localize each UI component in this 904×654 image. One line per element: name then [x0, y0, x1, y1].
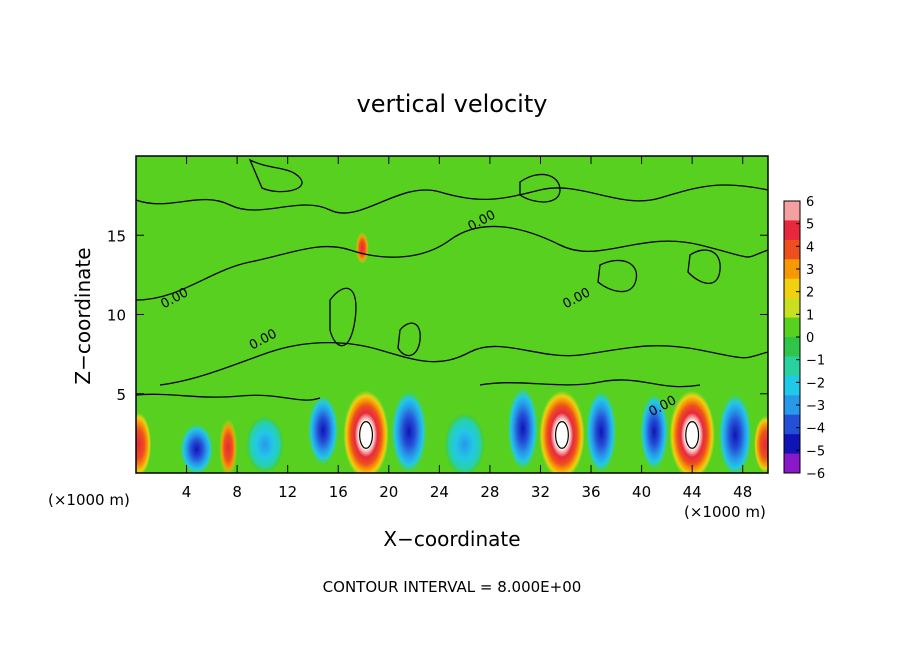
x-tick-label: 12 [278, 483, 297, 501]
colorbar-swatch [784, 201, 800, 221]
updraft-core-contour [685, 421, 700, 449]
y-tick-label: 15 [107, 227, 126, 245]
x-tick-label: 32 [531, 483, 550, 501]
colorbar-label: −1 [806, 354, 825, 369]
weak-down-cell [245, 415, 284, 473]
x-tick-label: 4 [182, 483, 192, 501]
x-tick-label: 48 [733, 483, 752, 501]
updraft-edge-cell [754, 415, 768, 473]
colorbar-swatch [784, 375, 800, 396]
colorbar-label: 1 [806, 308, 814, 323]
x-tick-label: 44 [683, 483, 702, 501]
downdraft-cell [180, 423, 214, 473]
contour-line [329, 287, 357, 347]
colorbar-label: 3 [806, 263, 814, 278]
contour-line [159, 341, 768, 386]
x-tick-label: 20 [379, 483, 398, 501]
updraft-small-cell [355, 232, 369, 264]
downdraft-cell [718, 393, 752, 473]
colorbar-label: 2 [806, 286, 814, 301]
zero-contours [136, 158, 768, 401]
colorbar-swatch [784, 298, 800, 319]
x-tick-label: 24 [430, 483, 449, 501]
colorbar-label: −6 [806, 467, 825, 482]
contour-line [136, 225, 768, 301]
downdraft-cell [585, 390, 617, 473]
y-axis-ticks: 5 10 15 [107, 227, 768, 404]
colorbar-swatch [784, 259, 800, 280]
contour-line [248, 158, 303, 193]
y-axis-label: Z−coordinate [71, 247, 95, 384]
x-tick-label: 16 [329, 483, 348, 501]
updraft-cell [669, 390, 715, 473]
contour-line [687, 249, 721, 285]
downdraft-cell [507, 387, 538, 470]
contour-interval-footer: CONTOUR INTERVAL = 8.000E+00 [323, 578, 582, 596]
x-unit-right: (×1000 m) [684, 503, 766, 521]
colorbar-swatch [784, 337, 800, 357]
colorbar-label: −5 [806, 444, 825, 459]
updraft-edge-cell [136, 412, 152, 473]
colorbar-swatch [784, 395, 800, 416]
contour-line [479, 379, 701, 388]
updraft-core-contour [554, 421, 569, 449]
updraft-small-cell [219, 419, 238, 473]
chart-title: vertical velocity [357, 90, 548, 118]
contour-line [397, 322, 421, 357]
contour-line [519, 173, 561, 203]
colorbar-swatch [784, 434, 800, 455]
colorbar-label: 0 [806, 331, 814, 346]
plot-area: 0.000.000.000.000.00 4 8 12 16 20 24 28 32 36 40 4… [107, 155, 769, 501]
colorbar-label: −3 [806, 399, 825, 414]
y-tick-label: 10 [107, 307, 126, 325]
weak-down-cell [444, 412, 485, 473]
colorbar-swatch [784, 356, 800, 377]
colorbar-label: 5 [806, 218, 814, 233]
colorbar-swatch [784, 317, 800, 338]
colorbar-label: −4 [806, 422, 825, 437]
x-tick-label: 28 [480, 483, 499, 501]
updraft-cell [539, 390, 585, 473]
x-tick-label: 40 [632, 483, 651, 501]
updraft-cell [343, 390, 389, 473]
colorbar-label: 4 [806, 240, 814, 255]
downdraft-cell [640, 393, 669, 470]
updraft-core-contour [359, 421, 374, 449]
downdraft-cell [307, 395, 339, 466]
contour-line [136, 184, 768, 214]
colorbar-label: 6 [806, 195, 814, 210]
x-axis-label: X−coordinate [383, 527, 520, 551]
y-tick-label: 5 [116, 386, 126, 404]
velocity-field [136, 232, 768, 473]
x-unit-left: (×1000 m) [48, 491, 130, 509]
downdraft-cell [391, 390, 427, 473]
colorbar-swatch [784, 220, 800, 241]
x-axis-ticks: 4 8 12 16 20 24 28 32 36 40 44 48 [182, 156, 752, 501]
colorbar-swatch [784, 453, 800, 474]
x-tick-label: 8 [232, 483, 242, 501]
colorbar-swatch [784, 239, 800, 260]
contour-line [597, 259, 638, 293]
contour-line [136, 393, 321, 401]
colorbar-swatch [784, 414, 800, 435]
x-tick-label: 36 [581, 483, 600, 501]
colorbar: 6 5 4 3 2 1 0 −1 −2 −3 −4 −5 −6 [783, 195, 825, 482]
colorbar-swatch [784, 278, 800, 299]
colorbar-label: −2 [806, 376, 825, 391]
